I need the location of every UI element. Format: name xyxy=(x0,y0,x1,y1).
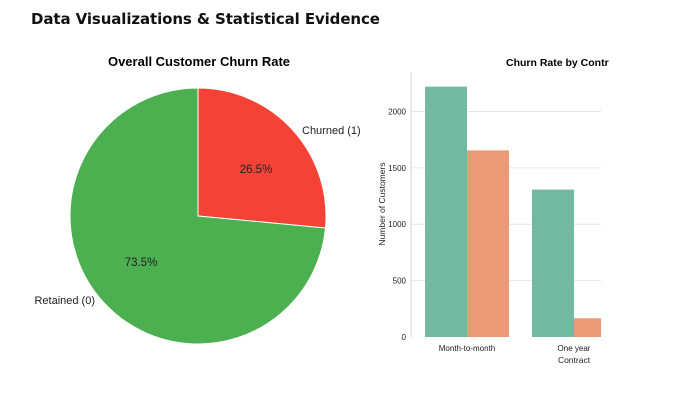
bar-y-tick-label: 500 xyxy=(393,277,407,286)
pie-pct-retained: 73.5% xyxy=(125,257,158,269)
bar-1-0 xyxy=(532,189,574,337)
page-heading: Data Visualizations & Statistical Eviden… xyxy=(31,10,380,28)
bar-y-tick-label: 0 xyxy=(402,333,407,342)
pie-pct-churned: 26.5% xyxy=(240,164,273,176)
pie-label-retained: Retained (0) xyxy=(34,295,95,307)
bar-y-tick-label: 1000 xyxy=(388,220,406,229)
bar-y-ticks: 0 500 1000 1500 2000 xyxy=(388,107,406,342)
bar-x-axis-label: Contract xyxy=(558,355,591,365)
bar-x-tick-one-year: One year xyxy=(558,344,591,353)
bar-0-0 xyxy=(425,86,467,337)
bar-y-tick-label: 1500 xyxy=(388,164,406,173)
bar-chart: Churn Rate by Contr 0 500 1000 1500 2000 Num… xyxy=(377,57,609,365)
pie-chart-title: Overall Customer Churn Rate xyxy=(108,54,290,69)
bar-y-tick-label: 2000 xyxy=(388,107,406,116)
bar-y-axis-label: Number of Customers xyxy=(377,162,387,245)
bar-chart-title: Churn Rate by Contr xyxy=(506,57,609,69)
bar-bars xyxy=(425,86,601,337)
pie-slice-retained xyxy=(69,87,326,345)
pie-chart: Overall Customer Churn Rate Churned (1) … xyxy=(34,54,361,345)
bar-x-tick-month-to-month: Month-to-month xyxy=(439,344,495,353)
bar-1-1 xyxy=(574,318,601,337)
bar-0-1 xyxy=(467,150,509,337)
pie-label-churned: Churned (1) xyxy=(302,125,361,137)
pie-slice-churned xyxy=(197,87,327,229)
pie-slices xyxy=(69,87,327,345)
